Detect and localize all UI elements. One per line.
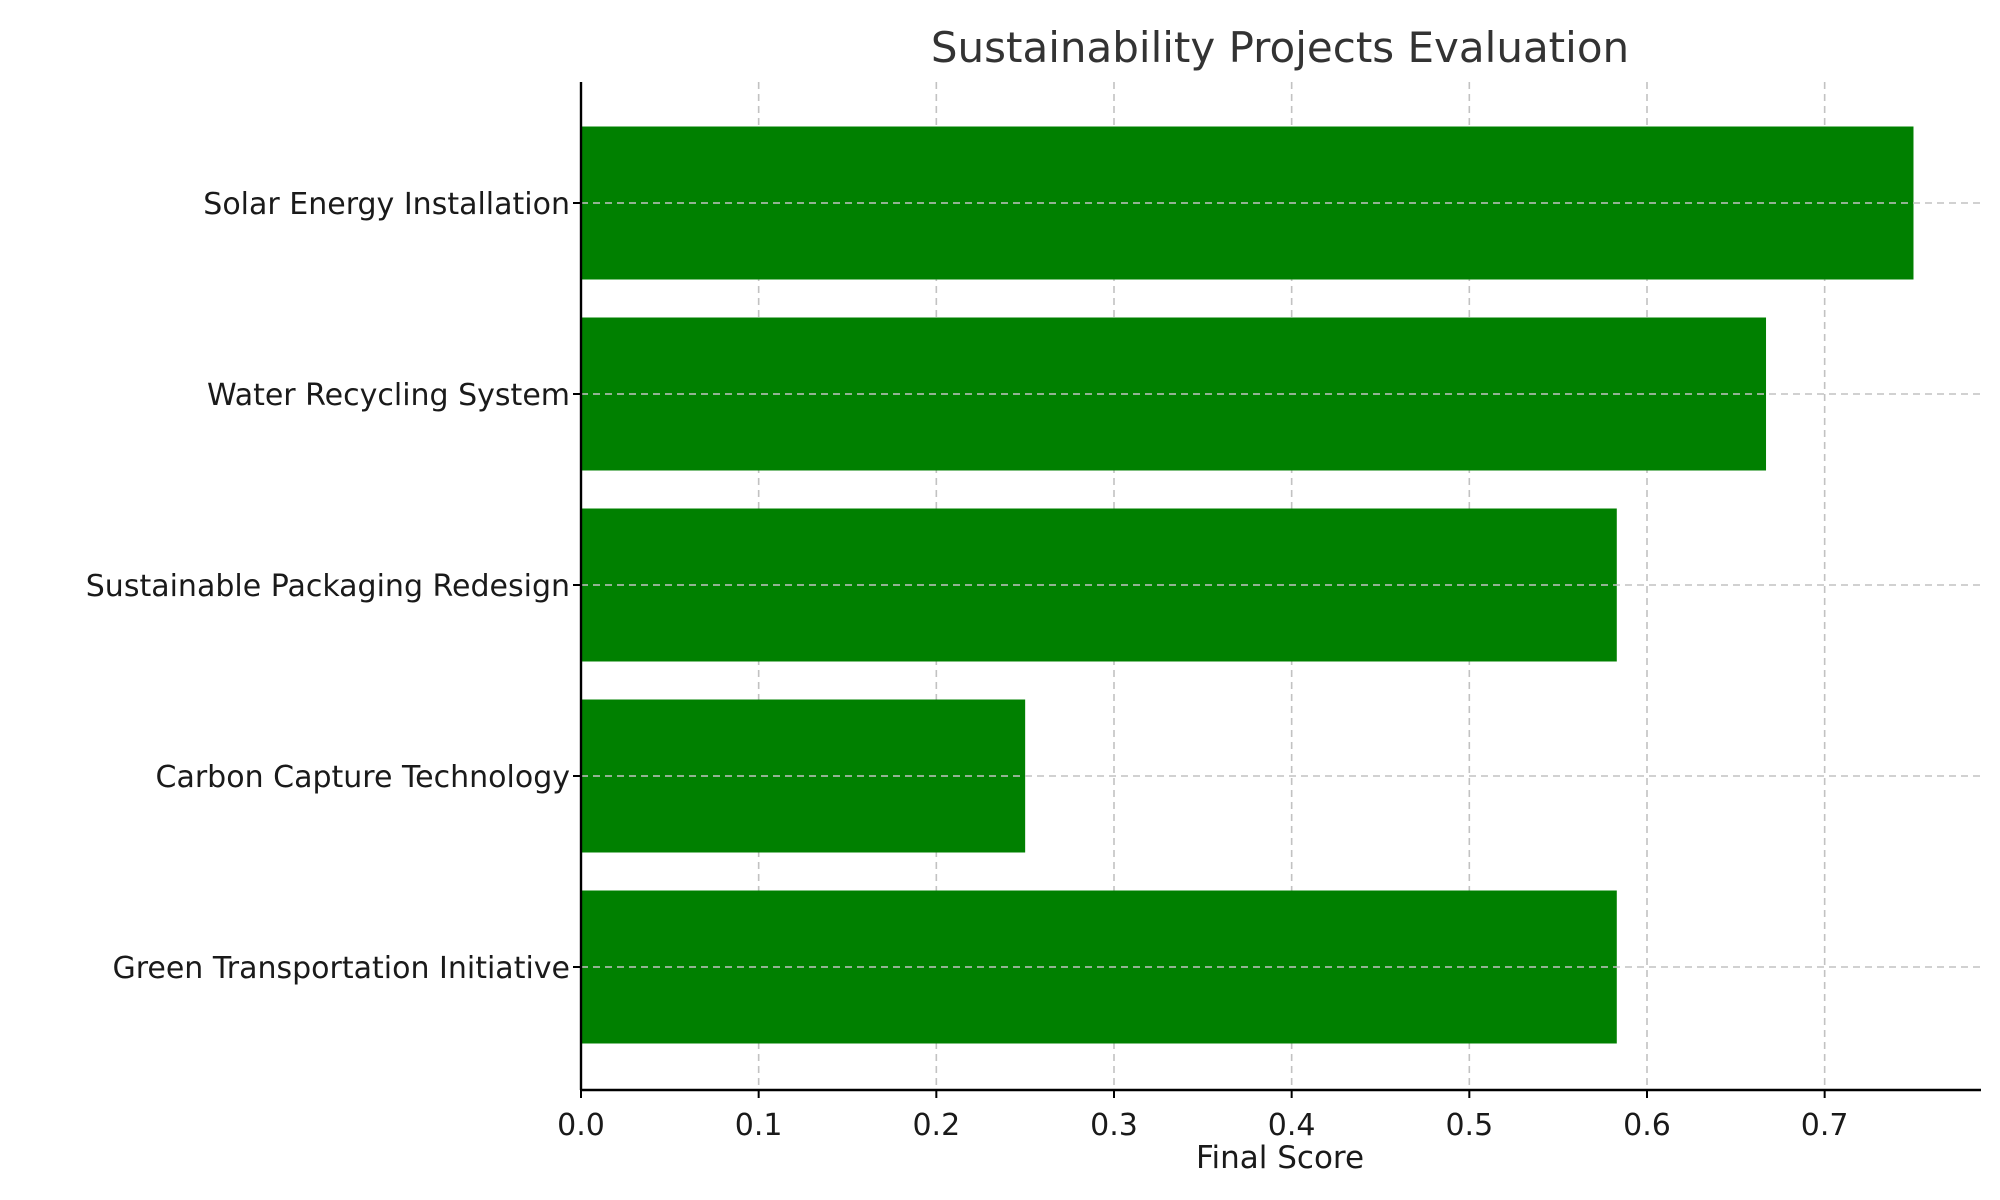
x-tick-label-1: 0.1 [735,1108,783,1143]
chart-title: Sustainability Projects Evaluation [931,23,1629,72]
category-label-3: Water Recycling System [207,378,570,413]
x-tick-label-4: 0.4 [1268,1108,1316,1143]
x-tick-label-3: 0.3 [1090,1108,1138,1143]
x-tick-label-6: 0.6 [1623,1108,1671,1143]
x-ticks: 0.0 0.1 0.2 0.3 0.4 0.5 0.6 0.7 [557,1090,1849,1143]
x-tick-label-2: 0.2 [912,1108,960,1143]
category-labels: Green Transportation Initiative Carbon Ca… [86,187,581,986]
x-tick-label-5: 0.5 [1445,1108,1493,1143]
x-tick-label-0: 0.0 [557,1108,605,1143]
x-tick-label-7: 0.7 [1801,1108,1849,1143]
category-label-4: Solar Energy Installation [203,187,570,222]
category-label-2: Sustainable Packaging Redesign [86,569,570,604]
x-axis-label: Final Score [1196,1140,1364,1176]
category-label-1: Carbon Capture Technology [156,760,570,795]
category-label-0: Green Transportation Initiative [112,951,570,986]
